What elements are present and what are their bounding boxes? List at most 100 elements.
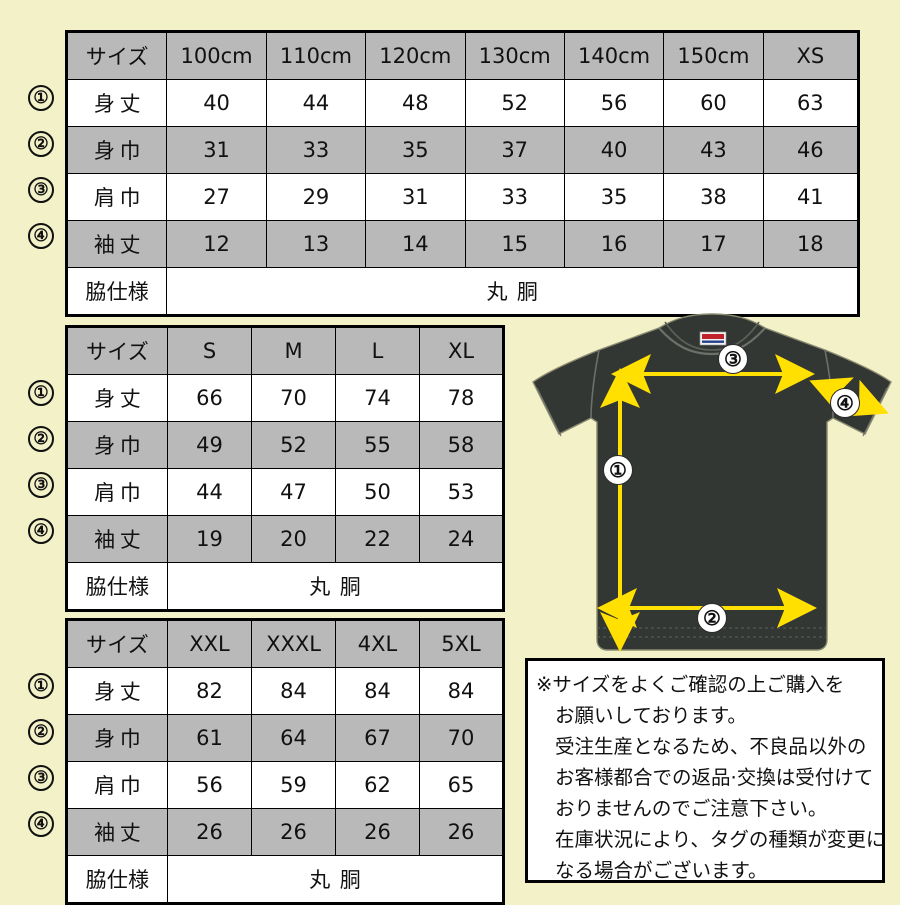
- cell: 40: [166, 79, 267, 127]
- marker-4-bigsize: ④: [28, 811, 54, 837]
- cell: 44: [265, 79, 367, 127]
- table-row: 身巾 31 33 35 37 40 43 46: [65, 126, 860, 174]
- header-col-3: 130cm: [464, 31, 565, 80]
- marker-1-bigsize: ①: [28, 673, 54, 699]
- cell: 31: [166, 126, 267, 174]
- marker-4-adult: ④: [28, 518, 54, 544]
- header-col-6: XS: [762, 31, 860, 80]
- diagram-callout-1: ①: [603, 455, 633, 485]
- purchase-note-box: ※サイズをよくご確認の上ご購入を お願いしております。 受注生産となるため、不良…: [525, 658, 885, 883]
- cell: 26: [251, 808, 336, 856]
- row-label-body-length: 身丈: [66, 374, 168, 422]
- cell: 63: [762, 79, 860, 127]
- tshirt-collar-inner: [664, 321, 760, 351]
- header-col-2: 4XL: [335, 619, 420, 668]
- table-row: 身丈 82 84 84 84: [66, 667, 504, 715]
- table-row: 身巾 49 52 55 58: [66, 421, 504, 469]
- brand-tag-icon: [699, 331, 727, 346]
- cell: 82: [167, 667, 252, 715]
- table-row: 肩巾 27 29 31 33 35 38 41: [65, 173, 860, 221]
- diagram-callout-2: ②: [697, 603, 727, 633]
- size-table-kids: サイズ 100cm 110cm 120cm 130cm 140cm 150cm …: [65, 30, 860, 317]
- header-col-4: 140cm: [563, 31, 665, 80]
- cell: 35: [563, 173, 665, 221]
- row-label-body-width: 身巾: [66, 421, 168, 469]
- cell: 24: [419, 515, 504, 563]
- table-row-footer: 脇仕様 丸胴: [66, 562, 504, 611]
- diagram-callout-4: ④: [830, 388, 860, 418]
- row-label-body-width: 身巾: [65, 126, 168, 174]
- cell: 55: [335, 421, 420, 469]
- header-col-1: M: [251, 326, 336, 375]
- header-size: サイズ: [66, 326, 168, 375]
- cell: 52: [464, 79, 565, 127]
- row-label-side-spec: 脇仕様: [66, 855, 168, 904]
- cell: 70: [419, 714, 504, 762]
- table-row-header: サイズ S M L XL: [66, 326, 504, 375]
- row-label-body-width: 身巾: [66, 714, 168, 762]
- cell: 19: [167, 515, 252, 563]
- row-label-body-length: 身丈: [65, 79, 168, 127]
- diagram-callout-3: ③: [718, 344, 748, 374]
- cell: 46: [762, 126, 860, 174]
- table-row: 身巾 61 64 67 70: [66, 714, 504, 762]
- header-size: サイズ: [66, 619, 168, 668]
- cell: 64: [251, 714, 336, 762]
- table-row: 袖丈 12 13 14 15 16 17 18: [65, 220, 860, 268]
- cell: 26: [335, 808, 420, 856]
- marker-1-kids: ①: [28, 85, 54, 111]
- cell: 74: [335, 374, 420, 422]
- cell: 37: [464, 126, 565, 174]
- row-label-sleeve-length: 袖丈: [66, 515, 168, 563]
- header-col-3: XL: [419, 326, 504, 375]
- cell: 33: [464, 173, 565, 221]
- header-col-3: 5XL: [419, 619, 504, 668]
- cell: 66: [167, 374, 252, 422]
- header-col-0: 100cm: [166, 31, 267, 80]
- cell: 17: [663, 220, 764, 268]
- row-label-shoulder-width: 肩巾: [66, 468, 168, 516]
- cell: 16: [563, 220, 665, 268]
- header-col-1: XXXL: [251, 619, 336, 668]
- note-line-2: お願いしております。: [555, 704, 747, 727]
- cell: 43: [663, 126, 764, 174]
- note-line-6: 在庫状況により、タグの種類が変更に: [555, 828, 886, 851]
- table-row-footer: 脇仕様 丸胴: [66, 855, 504, 904]
- tshirt-illustration-svg: [532, 313, 892, 652]
- cell: 35: [365, 126, 466, 174]
- size-table-adult: サイズ S M L XL 身丈 66 70 74 78 身巾 49 52 55 …: [65, 325, 505, 612]
- cell: 26: [419, 808, 504, 856]
- cell: 65: [419, 761, 504, 809]
- table-row-header: サイズ XXL XXXL 4XL 5XL: [66, 619, 504, 668]
- note-line-4: お客様都合での返品·交換は受付けて: [555, 766, 874, 789]
- table-row: 身丈 66 70 74 78: [66, 374, 504, 422]
- tshirt-sleeve-seam-left: [590, 349, 600, 419]
- cell: 50: [335, 468, 420, 516]
- row-label-body-length: 身丈: [66, 667, 168, 715]
- header-col-2: L: [335, 326, 420, 375]
- cell: 31: [365, 173, 466, 221]
- cell: 14: [365, 220, 466, 268]
- cell: 20: [251, 515, 336, 563]
- cell: 60: [663, 79, 764, 127]
- cell: 84: [335, 667, 420, 715]
- cell: 27: [166, 173, 267, 221]
- marker-2-bigsize: ②: [28, 719, 54, 745]
- cell: 59: [251, 761, 336, 809]
- cell: 58: [419, 421, 504, 469]
- cell: 44: [167, 468, 252, 516]
- note-line-3: 受注生産となるため、不良品以外の: [555, 735, 867, 758]
- cell: 33: [265, 126, 367, 174]
- header-col-2: 120cm: [365, 31, 466, 80]
- cell: 49: [167, 421, 252, 469]
- header-col-1: 110cm: [265, 31, 367, 80]
- tshirt-body-shape: [532, 313, 892, 651]
- header-col-5: 150cm: [663, 31, 764, 80]
- cell: 61: [167, 714, 252, 762]
- table-row-footer: 脇仕様 丸胴: [65, 267, 859, 316]
- table-row: 袖丈 26 26 26 26: [66, 808, 504, 856]
- cell: 67: [335, 714, 420, 762]
- cell: 84: [251, 667, 336, 715]
- row-label-sleeve-length: 袖丈: [65, 220, 168, 268]
- cell: 70: [251, 374, 336, 422]
